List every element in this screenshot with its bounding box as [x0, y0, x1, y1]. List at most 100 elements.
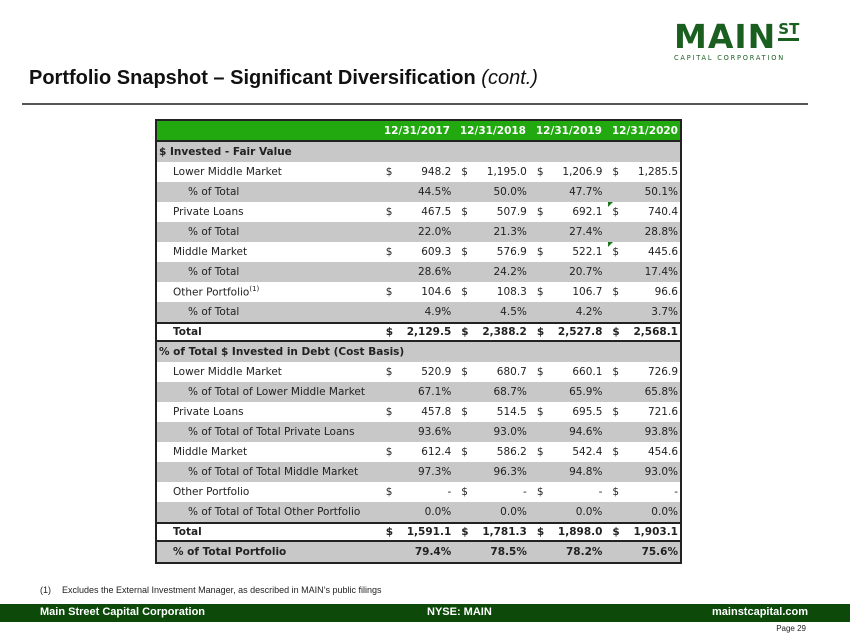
- portfolio-table: 12/31/2017 12/31/2018 12/31/2019 12/31/2…: [155, 119, 682, 564]
- cell-value: 0.0%: [575, 506, 603, 518]
- value-cell: $1,898.0: [529, 526, 605, 538]
- currency-symbol: $: [612, 526, 620, 538]
- value-cell: 50.0%: [453, 186, 529, 198]
- cell-value: 93.8%: [644, 426, 678, 438]
- row-label: % of Total: [157, 186, 378, 198]
- cell-value: 445.6: [647, 246, 678, 258]
- row-label-text: Private Loans: [173, 206, 244, 218]
- value-cell: $721.6: [604, 406, 680, 418]
- value-cell: $740.4: [604, 202, 680, 218]
- row-label: % of Total: [157, 266, 378, 278]
- value-cell: 75.6%: [604, 546, 680, 558]
- value-cell: $104.6: [378, 286, 454, 298]
- table-row: Total $1,591.1 $1,781.3 $1,898.0 $1,903.1: [157, 522, 680, 542]
- value-cell: $542.4: [529, 446, 605, 458]
- value-cell: $507.9: [453, 206, 529, 218]
- currency-symbol: $: [536, 526, 545, 538]
- value-cell: $1,285.5: [604, 166, 680, 178]
- row-label-text: Middle Market: [173, 446, 248, 458]
- cell-value: 695.5: [572, 406, 603, 418]
- currency-symbol: $: [385, 206, 393, 218]
- cell-value: 27.4%: [569, 226, 603, 238]
- cell-value: 65.8%: [644, 386, 678, 398]
- row-label-text: % of Total of Total Private Loans: [188, 426, 355, 438]
- cell-value: 93.6%: [417, 426, 452, 438]
- currency-symbol: $: [385, 526, 393, 538]
- value-cell: 0.0%: [378, 506, 454, 518]
- cell-value: 78.2%: [565, 546, 603, 558]
- currency-symbol: $: [461, 246, 468, 258]
- value-cell: $609.3: [378, 246, 454, 258]
- cell-value: 104.6: [421, 286, 452, 298]
- currency-symbol: $: [385, 486, 393, 498]
- table-section-header: % of Total $ Invested in Debt (Cost Basi…: [157, 342, 680, 362]
- row-label-text: $ Invested - Fair Value: [159, 146, 292, 158]
- currency-symbol: $: [461, 446, 468, 458]
- value-cell: $457.8: [378, 406, 454, 418]
- value-cell: $1,206.9: [529, 166, 605, 178]
- cell-value: 522.1: [572, 246, 603, 258]
- currency-symbol: $: [536, 166, 544, 178]
- currency-symbol: $: [536, 286, 544, 298]
- column-header: 12/31/2019: [528, 125, 604, 137]
- value-cell: 97.3%: [378, 466, 454, 478]
- cell-value: 67.1%: [417, 386, 452, 398]
- value-cell: $680.7: [453, 366, 529, 378]
- cell-value: 21.3%: [493, 226, 527, 238]
- row-label: Total: [157, 326, 378, 338]
- cell-value: 1,195.0: [486, 166, 527, 178]
- cell-value: 520.9: [421, 366, 452, 378]
- value-cell: $1,781.3: [453, 526, 529, 538]
- value-cell: 3.7%: [604, 306, 680, 318]
- table-header-row: 12/31/2017 12/31/2018 12/31/2019 12/31/2…: [157, 121, 680, 142]
- value-cell: 65.9%: [529, 386, 605, 398]
- value-cell: $660.1: [529, 366, 605, 378]
- currency-symbol: $: [612, 206, 620, 218]
- value-cell: $520.9: [378, 366, 454, 378]
- table-row: Middle Market $612.4 $586.2 $542.4 $454.6: [157, 442, 680, 462]
- cell-value: 507.9: [496, 206, 527, 218]
- value-cell: 0.0%: [604, 506, 680, 518]
- currency-symbol: $: [612, 366, 620, 378]
- cell-value: 1,781.3: [482, 526, 527, 538]
- currency-symbol: $: [385, 286, 393, 298]
- currency-symbol: $: [612, 246, 620, 258]
- cell-value: 75.6%: [641, 546, 678, 558]
- row-label-text: Other Portfolio: [173, 286, 250, 299]
- row-label: Middle Market: [157, 246, 378, 258]
- currency-symbol: $: [385, 446, 393, 458]
- value-cell: 28.6%: [378, 266, 454, 278]
- currency-symbol: $: [536, 246, 544, 258]
- currency-symbol: $: [536, 326, 545, 338]
- currency-symbol: $: [461, 206, 468, 218]
- currency-symbol: $: [385, 366, 393, 378]
- row-label: Private Loans: [157, 406, 378, 418]
- value-cell: $108.3: [453, 286, 529, 298]
- cell-value: 79.4%: [414, 546, 452, 558]
- row-label: % of Total of Total Middle Market: [157, 466, 378, 478]
- value-cell: $467.5: [378, 206, 454, 218]
- value-cell: 94.8%: [529, 466, 605, 478]
- row-label: % of Total: [157, 226, 378, 238]
- value-cell: $96.6: [604, 286, 680, 298]
- value-cell: $612.4: [378, 446, 454, 458]
- row-label-text: Other Portfolio: [173, 486, 250, 498]
- cell-value: 47.7%: [569, 186, 603, 198]
- cell-value: 721.6: [647, 406, 678, 418]
- currency-symbol: $: [536, 406, 544, 418]
- cell-value: 24.2%: [493, 266, 527, 278]
- currency-symbol: $: [536, 366, 544, 378]
- currency-symbol: $: [385, 246, 393, 258]
- value-cell: $586.2: [453, 446, 529, 458]
- value-cell: $ -: [453, 486, 529, 498]
- value-cell: 22.0%: [378, 226, 454, 238]
- main-street-logo: MAIN ST CAPITAL CORPORATION: [674, 17, 824, 62]
- table-row: Total $2,129.5 $2,388.2 $2,527.8 $2,568.1: [157, 322, 680, 342]
- currency-symbol: $: [461, 526, 469, 538]
- value-cell: 4.9%: [378, 306, 454, 318]
- cell-value: 2,527.8: [557, 326, 603, 338]
- row-label: Lower Middle Market: [157, 166, 378, 178]
- logo-main-text: MAIN: [674, 17, 777, 56]
- cell-value: 1,903.1: [633, 526, 678, 538]
- row-label-text: Lower Middle Market: [173, 366, 282, 378]
